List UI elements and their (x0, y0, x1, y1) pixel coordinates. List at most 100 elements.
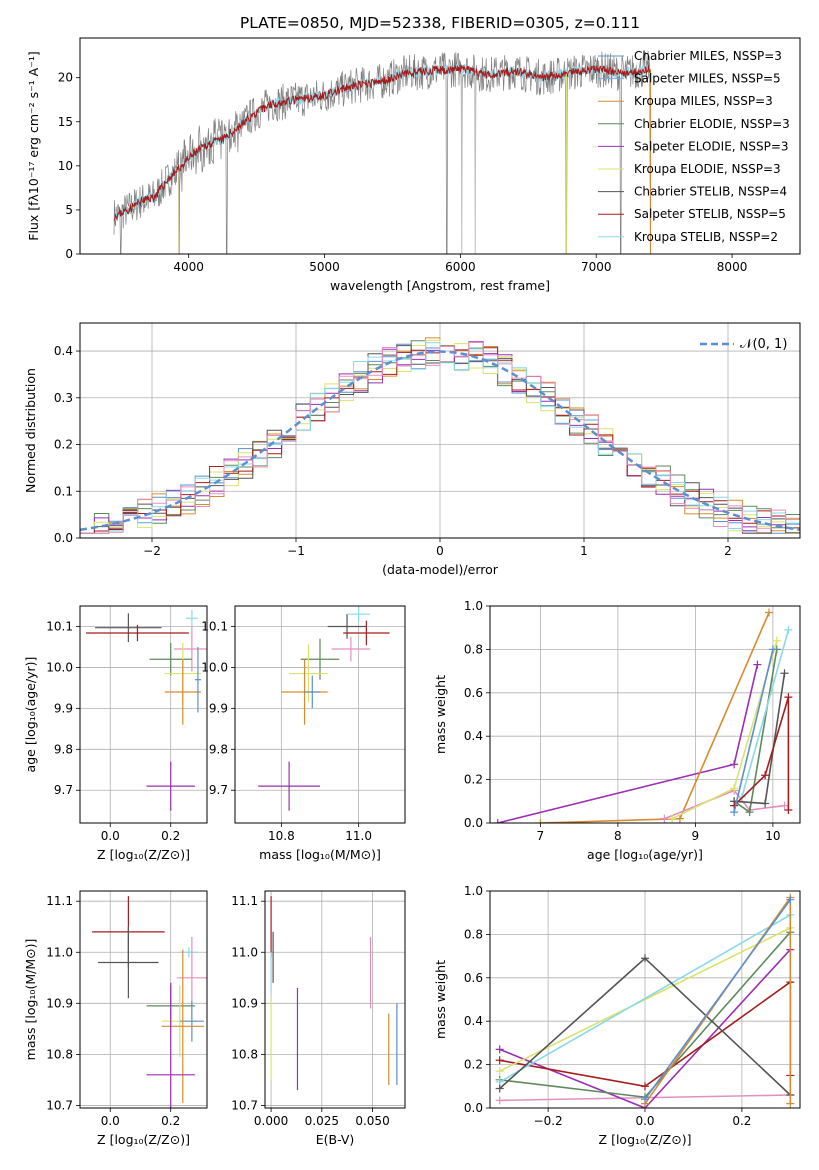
mass-vs-ebv-panel: 0.000 0.025 0.050 10.7 10.8 10.9 11.0 11.1 E(B-V… (231, 890, 406, 1147)
axes-frame (489, 890, 801, 1109)
y-tick-label: 0.4 (54, 344, 73, 358)
weight-marker-salpeter_stelib (761, 771, 770, 780)
y-tick-label: 11.1 (46, 894, 73, 908)
weight-marker-chabrier_miles (641, 1095, 649, 1104)
weight-marker-pink (660, 814, 669, 823)
y-axis-label: Normed distribution (23, 368, 38, 493)
weight-marker-salpeter_elodie (730, 760, 739, 769)
weight-marker-kroupa_miles (536, 819, 545, 823)
y-tick-label: 9.9 (209, 701, 228, 715)
axes-frame (79, 890, 208, 1109)
legend-label: Chabrier STELIB, NSSP=4 (634, 185, 787, 199)
x-tick-label: 5000 (309, 260, 340, 274)
y-tick-label: 0.2 (464, 1058, 483, 1072)
weight-marker-salpeter_elodie (495, 1045, 504, 1054)
model-salpeter-stelib-line (113, 64, 651, 221)
weight-marker-salpeter_elodie (753, 660, 762, 669)
weight-marker-chabrier_miles (768, 645, 777, 654)
y-tick-label: 9.8 (209, 742, 228, 756)
axes-frame (79, 37, 801, 255)
legend-label: Chabrier MILES, NSSP=3 (634, 49, 782, 63)
y-tick-label: 10.1 (201, 619, 228, 633)
axes-frame (489, 605, 801, 824)
weight-marker-chabrier_miles (730, 808, 739, 817)
weight-marker-salpeter_stelib (495, 1056, 504, 1065)
x-tick-label: −0.2 (534, 1114, 563, 1128)
y-tick-label: 10.0 (46, 660, 73, 674)
x-tick-label: 0.2 (732, 1114, 751, 1128)
weight-marker-kroupa_elodie (495, 1067, 504, 1076)
x-axis-label: mass [log₁₀(M/M⊙)] (259, 847, 381, 862)
weight-marker-kroupa_miles (786, 1099, 795, 1108)
y-tick-label: 0.8 (464, 927, 483, 941)
observed-spectrum-line (113, 51, 651, 254)
plot-area (80, 337, 800, 534)
x-tick-label: 0.025 (305, 1114, 339, 1128)
plot-area (113, 51, 652, 254)
legend-label: Salpeter ELODIE, NSSP=3 (634, 139, 789, 153)
axes-frame (234, 605, 406, 824)
legend-label: Chabrier ELODIE, NSSP=3 (634, 117, 790, 131)
x-axis-label: E(B-V) (316, 1132, 355, 1147)
weight-marker-chabrier_stelib (495, 1084, 504, 1093)
y-tick-label: 1.0 (464, 884, 483, 898)
weight-marker-pink (780, 801, 789, 810)
weight-marker-chabrier_stelib (780, 669, 789, 678)
weight-marker-salpeter_stelib (784, 805, 793, 814)
x-tick-label: 0.050 (355, 1114, 389, 1128)
y-tick-label: 9.7 (209, 783, 228, 797)
plot-area (493, 608, 793, 823)
x-tick-label: 7 (537, 829, 545, 843)
x-tick-label: 9 (692, 829, 700, 843)
spectrum-panel: 4000 5000 6000 7000 8000 0 5 10 15 20 wavelength [… (26, 37, 801, 293)
legend-label: Kroupa ELODIE, NSSP=3 (634, 162, 781, 176)
mass-weight-vs-age-panel: 7 8 9 10 0.0 0.2 0.4 0.6 0.8 1.0 age [log₁₀(age/yr… (433, 599, 801, 862)
weight-marker-pink (495, 1096, 504, 1105)
weight-line-kroupa_stelib (741, 629, 790, 798)
mass-weight-vs-metallicity-panel: −0.2 0.0 0.2 0.0 0.2 0.4 0.6 0.8 1.0 Z [log₁₀(Z/Z… (433, 884, 801, 1147)
figure-title: PLATE=0850, MJD=52338, FIBERID=0305, z=0… (240, 14, 640, 32)
x-tick-label: 2 (724, 544, 732, 558)
x-tick-label: 0.2 (161, 1114, 180, 1128)
weight-marker-salpeter_stelib (641, 1082, 649, 1091)
y-axis-label: mass weight (433, 675, 448, 754)
weight-marker-kroupa_elodie (730, 784, 739, 793)
mass-vs-metallicity-panel: 0.0 0.2 10.7 10.8 10.9 11.0 11.1 Z [log₁₀(Z/Z⊙)… (23, 890, 208, 1147)
y-tick-label: 9.8 (54, 742, 73, 756)
x-tick-label: 0.0 (101, 829, 120, 843)
x-axis-label: Z [log₁₀(Z/Z⊙)] (599, 1132, 692, 1147)
y-axis-label: age [log₁₀(age/yr)] (23, 657, 38, 773)
y-tick-label: 9.9 (54, 701, 73, 715)
weight-line-kroupa_stelib (499, 914, 791, 1083)
plot-area (270, 896, 398, 1091)
x-tick-label: 6000 (445, 260, 476, 274)
y-tick-label: 0.0 (54, 531, 73, 545)
weight-marker-kroupa_elodie (668, 814, 677, 823)
y-tick-label: 11.0 (231, 945, 258, 959)
y-tick-label: 20 (58, 71, 73, 85)
plot-area (92, 896, 207, 1108)
weight-marker-kroupa_stelib (784, 625, 793, 634)
x-tick-label: 11.0 (345, 829, 372, 843)
age-vs-mass-panel: 10.8 11.0 9.7 9.8 9.9 10.0 10.1 mass [log₁₀(M/M… (201, 605, 406, 862)
x-tick-label: 10.8 (268, 829, 295, 843)
x-tick-label: 1 (580, 544, 588, 558)
weight-marker-salpeter_stelib (784, 693, 793, 702)
y-tick-label: 10.8 (46, 1047, 73, 1061)
plot-area (86, 610, 207, 811)
weight-marker-chabrier_stelib (641, 954, 649, 963)
weight-marker-chabrier_stelib (761, 799, 770, 808)
x-axis-label: wavelength [Angstrom, rest frame] (330, 278, 550, 293)
y-tick-label: 0.4 (464, 1014, 483, 1028)
x-tick-label: 0.000 (254, 1114, 288, 1128)
y-tick-label: 10.1 (46, 619, 73, 633)
weight-line-chabrier_miles (733, 649, 774, 813)
axes-frame (264, 890, 406, 1109)
y-tick-label: 5 (65, 203, 73, 217)
y-tick-label: 10 (58, 159, 73, 173)
weight-line-kroupa_elodie (499, 927, 791, 1072)
y-tick-label: 10.7 (46, 1098, 73, 1112)
y-tick-label: 0.0 (464, 816, 483, 830)
x-tick-label: 4000 (173, 260, 204, 274)
